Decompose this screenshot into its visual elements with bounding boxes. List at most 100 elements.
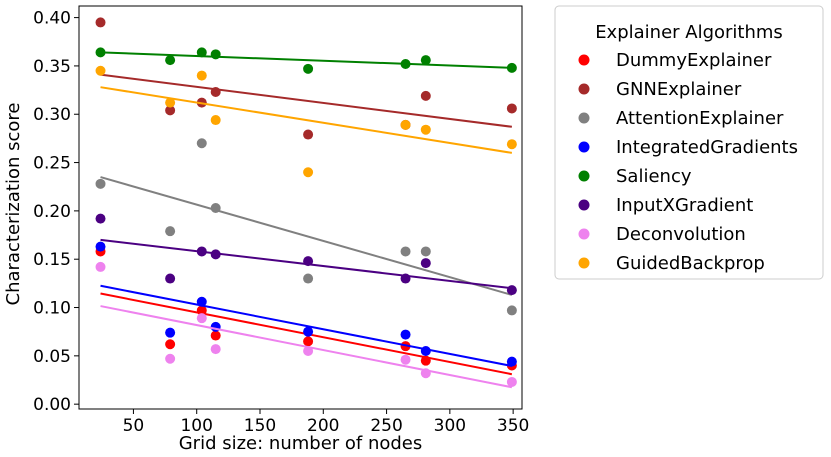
y-tick-label: 0.30 — [33, 105, 71, 125]
point-integratedgradients — [420, 346, 431, 357]
legend-label-gnnexplainer: GNNExplainer — [616, 79, 742, 100]
point-gnnexplainer — [95, 17, 106, 28]
y-axis-label: Characterization score — [3, 103, 24, 306]
y-tick-label: 0.25 — [33, 154, 71, 174]
point-saliency — [210, 49, 221, 60]
legend-marker-inputxgradient — [578, 199, 590, 211]
point-inputxgradient — [210, 249, 221, 260]
y-tick-label: 0.15 — [33, 250, 71, 270]
point-inputxgradient — [165, 273, 176, 284]
point-gnnexplainer — [165, 105, 176, 116]
point-inputxgradient — [400, 273, 411, 284]
point-attentionexplainer — [210, 202, 221, 213]
y-tick-label: 0.00 — [33, 395, 71, 415]
point-attentionexplainer — [506, 305, 517, 316]
x-axis-ticks: 50 100 150 200 250 300 350 — [123, 409, 529, 436]
point-attentionexplainer — [196, 138, 207, 149]
point-dummyexplainer — [196, 305, 207, 316]
point-gnnexplainer — [506, 103, 517, 114]
legend-items: DummyExplainer GNNExplainer AttentionExpla… — [578, 50, 798, 274]
y-tick-label: 0.20 — [33, 202, 71, 222]
legend-label-dummyexplainer: DummyExplainer — [616, 50, 772, 71]
point-inputxgradient — [95, 213, 106, 224]
point-deconvolution — [95, 261, 106, 272]
point-guidedbackprop — [210, 115, 221, 126]
point-attentionexplainer — [303, 273, 314, 284]
point-inputxgradient — [506, 285, 517, 296]
legend-marker-attentionexplainer — [578, 112, 590, 124]
plot-marks — [95, 17, 517, 389]
y-tick-label: 0.35 — [33, 57, 71, 77]
trend-line-gnnexplainer — [100, 73, 513, 128]
legend-label-integratedgradients: IntegratedGradients — [616, 137, 798, 158]
trend-line-integratedgradients — [100, 284, 513, 367]
point-inputxgradient — [303, 256, 314, 267]
point-attentionexplainer — [420, 246, 431, 257]
point-integratedgradients — [303, 326, 314, 337]
point-integratedgradients — [196, 296, 207, 307]
x-tick-label: 200 — [307, 416, 339, 436]
legend-marker-dummyexplainer — [578, 54, 590, 66]
point-gnnexplainer — [420, 90, 431, 101]
point-guidedbackprop — [95, 65, 106, 76]
legend-label-saliency: Saliency — [616, 166, 692, 187]
legend-marker-gnnexplainer — [578, 83, 590, 95]
point-guidedbackprop — [506, 139, 517, 150]
point-integratedgradients — [95, 241, 106, 252]
point-guidedbackprop — [303, 167, 314, 178]
point-attentionexplainer — [400, 246, 411, 257]
point-deconvolution — [506, 376, 517, 387]
y-tick-label: 0.05 — [33, 347, 71, 367]
point-saliency — [196, 47, 207, 58]
trend-line-guidedbackprop — [100, 86, 513, 154]
x-tick-label: 50 — [123, 416, 145, 436]
trend-line-saliency — [100, 51, 512, 69]
legend-marker-integratedgradients — [578, 141, 590, 153]
point-guidedbackprop — [400, 119, 411, 130]
legend-label-guidedbackprop: GuidedBackprop — [616, 253, 765, 274]
point-deconvolution — [420, 368, 431, 379]
plot-frame — [78, 5, 523, 410]
legend-label-attentionexplainer: AttentionExplainer — [616, 108, 784, 129]
y-axis-ticks: 0.00 0.05 0.10 0.15 0.20 0.25 0.30 0.35 0.40 — [33, 9, 79, 415]
point-guidedbackprop — [165, 97, 176, 108]
point-attentionexplainer — [95, 178, 106, 189]
point-deconvolution — [165, 353, 176, 364]
point-deconvolution — [303, 346, 314, 357]
point-inputxgradient — [196, 246, 207, 257]
point-saliency — [95, 47, 106, 58]
legend-label-deconvolution: Deconvolution — [616, 224, 746, 245]
x-tick-label: 150 — [244, 416, 276, 436]
point-deconvolution — [400, 354, 411, 365]
point-integratedgradients — [165, 327, 176, 338]
point-gnnexplainer — [303, 129, 314, 140]
legend-marker-deconvolution — [578, 228, 590, 240]
point-saliency — [165, 55, 176, 66]
legend-frame — [554, 5, 824, 280]
point-deconvolution — [210, 344, 221, 355]
point-attentionexplainer — [165, 226, 176, 237]
y-tick-label: 0.10 — [33, 299, 71, 319]
point-integratedgradients — [506, 356, 517, 367]
point-saliency — [420, 55, 431, 66]
x-tick-label: 350 — [497, 416, 529, 436]
x-tick-label: 250 — [370, 416, 402, 436]
point-saliency — [506, 62, 517, 73]
legend-marker-saliency — [578, 170, 590, 182]
point-guidedbackprop — [420, 124, 431, 135]
point-guidedbackprop — [196, 70, 207, 81]
x-axis-label: Grid size: number of nodes — [179, 433, 423, 454]
legend: Explainer Algorithms DummyExplainer GNNEx… — [554, 5, 824, 280]
point-inputxgradient — [420, 258, 431, 269]
point-integratedgradients — [400, 329, 411, 340]
trend-line-attentionexplainer — [100, 176, 513, 296]
x-tick-label: 100 — [180, 416, 212, 436]
legend-marker-guidedbackprop — [578, 257, 590, 269]
legend-label-inputxgradient: InputXGradient — [616, 195, 753, 216]
point-dummyexplainer — [420, 355, 431, 366]
point-gnnexplainer — [210, 87, 221, 98]
point-deconvolution — [196, 313, 207, 324]
point-dummyexplainer — [210, 330, 221, 341]
point-dummyexplainer — [303, 336, 314, 347]
